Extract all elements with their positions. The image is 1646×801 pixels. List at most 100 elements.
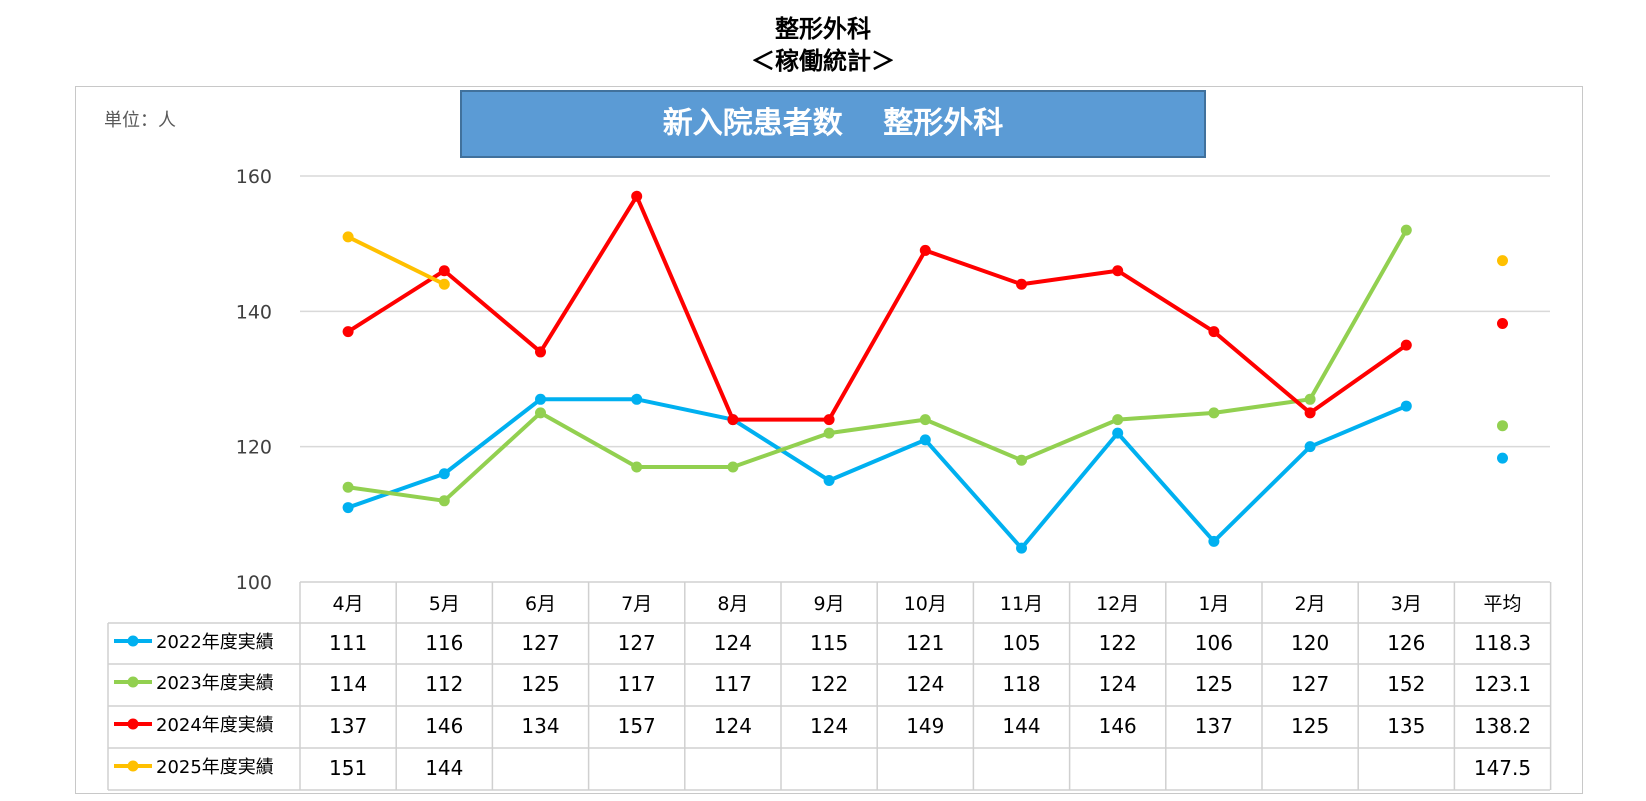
table-cell: 122 [810, 672, 848, 696]
table-cell: 116 [425, 631, 463, 655]
data-point [1304, 441, 1316, 453]
data-point [1400, 400, 1412, 412]
table-cell: 157 [618, 714, 656, 738]
legend-marker [127, 718, 139, 730]
table-cell: 135 [1387, 714, 1425, 738]
data-point [1016, 454, 1027, 466]
table-cell: 152 [1387, 672, 1425, 696]
x-tick-label: 10月 [904, 593, 947, 615]
y-tick-label: 160 [236, 166, 272, 188]
data-point [631, 190, 643, 202]
average-point [1497, 452, 1508, 464]
table-cell-average: 147.5 [1474, 756, 1531, 780]
legend-entry: 2023年度実績 [156, 673, 274, 694]
data-point [1208, 407, 1220, 419]
data-point [342, 326, 354, 338]
data-point [1208, 326, 1220, 338]
y-tick-label: 120 [236, 437, 272, 459]
table-cell-average: 118.3 [1474, 631, 1531, 655]
table-cell: 126 [1387, 631, 1425, 655]
average-point [1497, 318, 1508, 330]
legend-entry: 2022年度実績 [156, 632, 274, 653]
average-point [1497, 420, 1508, 432]
x-tick-label: 8月 [717, 593, 748, 615]
unit-label: 単位：人 [104, 110, 176, 131]
series-line [347, 229, 1409, 503]
table-cell: 124 [714, 631, 752, 655]
data-point [1400, 339, 1412, 351]
table-cell: 106 [1195, 631, 1233, 655]
table-cell-average: 123.1 [1474, 672, 1531, 696]
table-cell: 105 [1002, 631, 1040, 655]
series-line [347, 397, 1408, 551]
table-cell: 117 [618, 672, 656, 696]
table-cell: 125 [1195, 672, 1233, 696]
data-point [1304, 393, 1316, 405]
average-header: 平均 [1483, 593, 1521, 615]
data-point [727, 461, 739, 473]
table-cell: 115 [810, 631, 848, 655]
table-cell-average: 138.2 [1474, 714, 1531, 738]
data-point [342, 231, 354, 243]
data-point [1016, 542, 1027, 554]
data-point [823, 414, 835, 426]
x-tick-label: 11月 [1000, 593, 1043, 615]
legend-marker [127, 760, 139, 772]
x-tick-label: 2月 [1295, 593, 1326, 615]
data-point [727, 414, 739, 426]
table-cell: 134 [521, 714, 559, 738]
table-cell: 146 [1099, 714, 1137, 738]
data-point [1112, 427, 1124, 439]
table-cell: 114 [329, 672, 367, 696]
x-tick-label: 12月 [1096, 593, 1139, 615]
x-tick-label: 7月 [621, 593, 652, 615]
table-cell: 121 [906, 631, 944, 655]
data-point [919, 244, 931, 256]
data-point [823, 427, 835, 439]
chart-frame [75, 86, 1583, 794]
chart-title: 新入院患者数 整形外科 [460, 90, 1206, 158]
table-cell: 124 [810, 714, 848, 738]
legend-entry: 2024年度実績 [156, 715, 274, 736]
table-cell: 149 [906, 714, 944, 738]
data-point [438, 495, 450, 507]
table-cell: 127 [521, 631, 559, 655]
table-cell: 125 [521, 672, 559, 696]
data-point [342, 502, 354, 514]
table-cell: 112 [425, 672, 463, 696]
data-point [1112, 414, 1124, 426]
series-line [347, 194, 1408, 422]
table-cell: 137 [1195, 714, 1233, 738]
table-cell: 118 [1002, 672, 1040, 696]
page-title: 整形外科 [775, 15, 871, 43]
table-cell: 117 [714, 672, 752, 696]
data-point [823, 475, 835, 486]
legend-marker [127, 676, 139, 688]
x-tick-label: 5月 [429, 593, 460, 615]
table-cell: 144 [425, 756, 463, 780]
y-tick-label: 100 [236, 572, 272, 594]
table-cell: 127 [618, 631, 656, 655]
x-tick-label: 9月 [814, 593, 845, 615]
table-cell: 125 [1291, 714, 1329, 738]
average-point [1497, 255, 1508, 267]
table-cell: 127 [1291, 672, 1329, 696]
y-tick-label: 140 [236, 301, 272, 323]
data-point [631, 461, 643, 473]
table-cell: 124 [1099, 672, 1137, 696]
data-point [1400, 224, 1412, 236]
table-cell: 144 [1002, 714, 1040, 738]
table-cell: 120 [1291, 631, 1329, 655]
data-point [631, 393, 643, 405]
x-tick-label: 4月 [333, 593, 364, 615]
data-point [535, 346, 546, 358]
data-point [1208, 535, 1220, 547]
table-cell: 122 [1099, 631, 1137, 655]
legend-marker [127, 635, 139, 647]
x-tick-label: 3月 [1391, 593, 1422, 615]
page-subtitle: ＜稼働統計＞ [751, 47, 895, 75]
legend-entry: 2025年度実績 [156, 757, 274, 778]
x-tick-label: 6月 [525, 593, 556, 615]
data-point [342, 481, 354, 493]
